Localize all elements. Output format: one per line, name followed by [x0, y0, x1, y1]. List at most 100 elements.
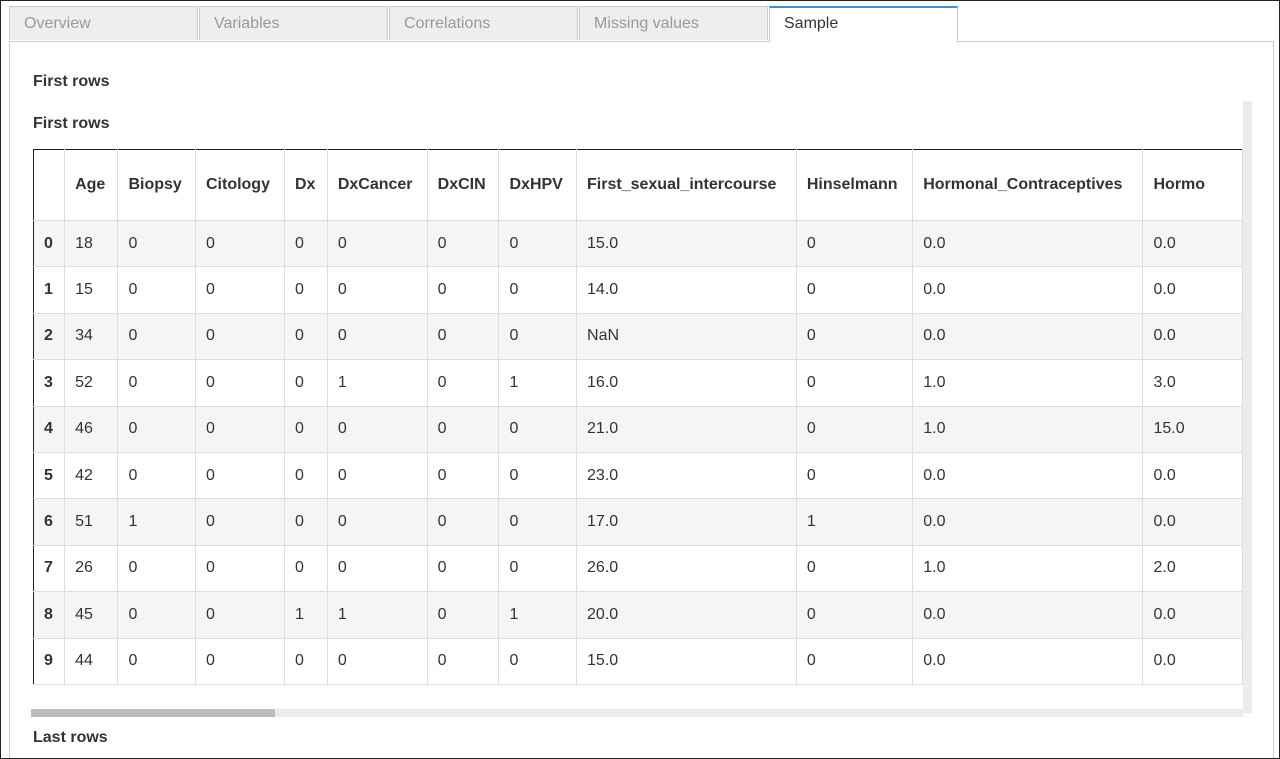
table-cell: 1.0	[912, 359, 1144, 407]
column-header: Hormo	[1142, 149, 1243, 221]
table-cell: 0	[195, 313, 285, 361]
table-cell: 0	[427, 406, 500, 453]
index-header	[33, 149, 66, 221]
table-cell: 1	[327, 591, 428, 639]
table-cell: 52	[64, 359, 119, 407]
table-cell: 46	[64, 406, 119, 453]
row-index: 3	[33, 359, 66, 407]
table-cell: 0	[427, 591, 500, 639]
table-container: Age Biopsy Citology Dx DxCancer DxCIN DxHPV Fir…	[33, 149, 1243, 685]
table-row: 0 18 0 0 0 0 0 0 15.0 0 0.0 0.0	[33, 220, 1243, 268]
table-cell: 0	[195, 545, 285, 593]
table-cell: 18	[64, 220, 119, 268]
table-cell: 0	[796, 359, 914, 407]
table-cell: 0.0	[912, 498, 1144, 546]
row-index: 8	[33, 591, 66, 639]
table-cell: 0	[498, 313, 578, 361]
table-cell: 1	[327, 359, 428, 407]
scroll-thumb[interactable]	[31, 709, 275, 717]
table-cell: 0	[117, 220, 196, 268]
table-cell: 0	[195, 359, 285, 407]
table-cell: 0	[284, 452, 328, 500]
table-cell: 0	[796, 545, 914, 593]
table-cell: 0	[498, 498, 578, 546]
data-table: Age Biopsy Citology Dx DxCancer DxCIN DxHPV Fir…	[33, 149, 1243, 685]
table-cell: 0.0	[912, 313, 1144, 361]
table-cell: 0	[284, 266, 328, 314]
column-header: Citology	[195, 149, 285, 221]
table-cell: 0	[796, 406, 914, 453]
row-index: 6	[33, 498, 66, 546]
row-index: 9	[33, 638, 66, 685]
next-section-title: Last rows	[33, 729, 108, 746]
table-cell: 1	[498, 591, 578, 639]
row-index: 4	[33, 406, 66, 453]
table-cell: 0	[796, 591, 914, 639]
table-cell: NaN	[576, 313, 797, 361]
horizontal-scrollbar[interactable]	[31, 709, 1243, 717]
table-cell: 0	[195, 591, 285, 639]
table-cell: 0	[427, 359, 500, 407]
column-header: Dx	[284, 149, 328, 221]
table-cell: 0.0	[1142, 452, 1243, 500]
table-cell: 26	[64, 545, 119, 593]
tab[interactable]: Correlations	[389, 6, 578, 40]
table-cell: 0	[327, 638, 428, 685]
table-row: 5 42 0 0 0 0 0 0 23.0 0 0.0 0.0	[33, 452, 1243, 500]
tab[interactable]: Overview	[9, 6, 198, 40]
table-cell: 0	[327, 452, 428, 500]
table-cell: 0.0	[1142, 220, 1243, 268]
table-cell: 0	[498, 406, 578, 453]
column-header: First_sexual_intercourse	[576, 149, 797, 221]
table-cell: 0	[195, 638, 285, 685]
table-cell: 0	[195, 452, 285, 500]
table-cell: 2.0	[1142, 545, 1243, 593]
table-cell: 15.0	[1142, 406, 1243, 453]
table-cell: 45	[64, 591, 119, 639]
table-cell: 0	[796, 313, 914, 361]
table-cell: 0	[327, 313, 428, 361]
table-row: 8 45 0 0 1 1 0 1 20.0 0 0.0 0.0	[33, 591, 1243, 639]
table-cell: 0	[327, 220, 428, 268]
table-row: 9 44 0 0 0 0 0 0 15.0 0 0.0 0.0	[33, 638, 1243, 685]
table-cell: 1	[117, 498, 196, 546]
vertical-scrollbar[interactable]	[1243, 101, 1252, 713]
table-cell: 0.0	[1142, 266, 1243, 314]
table-cell: 1.0	[912, 545, 1144, 593]
table-cell: 0.0	[1142, 498, 1243, 546]
table-cell: 0	[117, 452, 196, 500]
table-cell: 0	[284, 545, 328, 593]
table-row: 2 34 0 0 0 0 0 0 NaN 0 0.0 0.0	[33, 313, 1243, 361]
table-cell: 0.0	[912, 591, 1144, 639]
table-cell: 0	[117, 406, 196, 453]
table-cell: 0.0	[912, 220, 1144, 268]
header-row: Age Biopsy Citology Dx DxCancer DxCIN DxHPV Fir…	[33, 149, 1243, 221]
table-cell: 0.0	[1142, 591, 1243, 639]
table-cell: 0	[117, 638, 196, 685]
table-cell: 0	[427, 498, 500, 546]
table-cell: 0	[195, 220, 285, 268]
tab[interactable]: Variables	[199, 6, 388, 40]
table-cell: 0.0	[1142, 638, 1243, 685]
table-cell: 0	[796, 638, 914, 685]
table-cell: 3.0	[1142, 359, 1243, 407]
table-cell: 0	[327, 406, 428, 453]
column-header: Hormonal_Contraceptives	[912, 149, 1144, 221]
table-cell: 0.0	[912, 266, 1144, 314]
table-cell: 0	[427, 266, 500, 314]
table-cell: 0	[195, 498, 285, 546]
tab[interactable]: Missing values	[579, 6, 768, 40]
table-cell: 0	[498, 266, 578, 314]
table-row: 1 15 0 0 0 0 0 0 14.0 0 0.0 0.0	[33, 266, 1243, 314]
table-cell: 0	[117, 266, 196, 314]
row-index: 2	[33, 313, 66, 361]
table-cell: 0.0	[1142, 313, 1243, 361]
table-cell: 0	[284, 638, 328, 685]
table-cell: 0	[427, 313, 500, 361]
table-title: First rows	[33, 115, 110, 132]
table-body: 0 18 0 0 0 0 0 0 15.0 0 0.0 0.0 1 15 0 0 0 0 0 0 14.0 0 0.0 0.0…	[33, 220, 1243, 685]
tab[interactable]: Sample	[769, 6, 958, 42]
row-index: 7	[33, 545, 66, 593]
